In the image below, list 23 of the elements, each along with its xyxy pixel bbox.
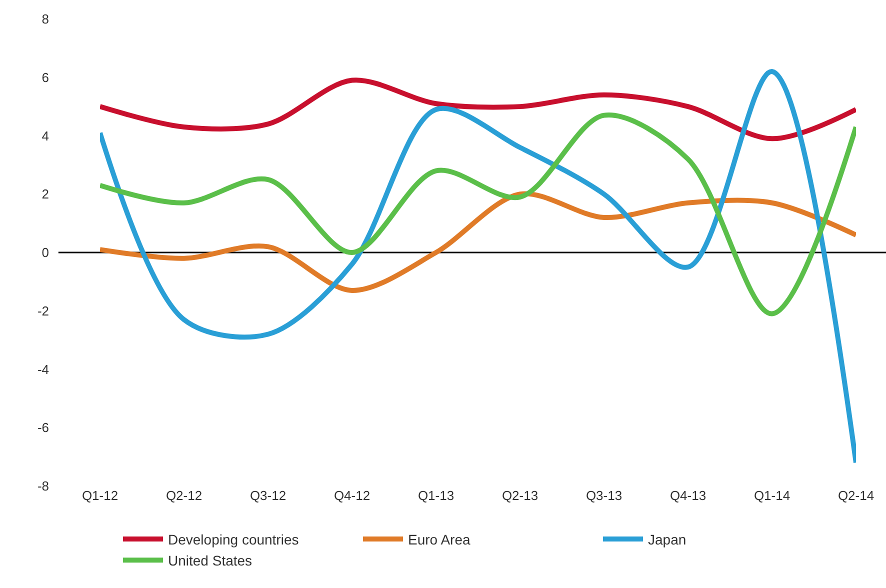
- legend-label: Developing countries: [168, 531, 299, 548]
- x-tick-label: Q1-14: [754, 488, 790, 503]
- y-tick-label: -2: [37, 303, 49, 318]
- y-tick-label: -6: [37, 420, 49, 436]
- x-tick-label: Q3-12: [250, 488, 286, 503]
- x-tick-label: Q3-13: [586, 488, 622, 503]
- x-tick-label: Q4-13: [670, 488, 706, 503]
- legend-label: Euro Area: [408, 531, 470, 548]
- x-tick-label: Q1-13: [418, 488, 454, 503]
- x-tick-label: Q2-12: [166, 488, 202, 503]
- legend-label: Japan: [648, 531, 686, 548]
- x-tick-label: Q1-12: [82, 488, 118, 503]
- legend-label: United States: [168, 552, 252, 569]
- y-tick-label: 0: [42, 245, 49, 260]
- y-tick-label: 8: [42, 12, 49, 27]
- x-tick-label: Q4-12: [334, 488, 370, 503]
- y-tick-label: 2: [42, 186, 49, 202]
- y-tick-label: 6: [42, 70, 49, 85]
- x-tick-label: Q2-14: [838, 488, 874, 503]
- y-tick-label: -4: [37, 362, 49, 377]
- x-tick-label: Q2-13: [502, 488, 538, 503]
- y-tick-label: -8: [37, 478, 49, 494]
- y-tick-label: 4: [42, 128, 49, 144]
